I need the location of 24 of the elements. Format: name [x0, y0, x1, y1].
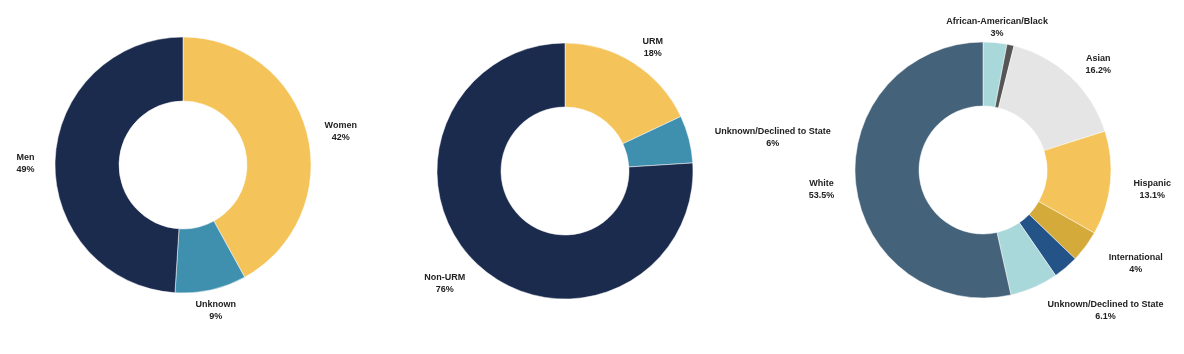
slice-label: White: [809, 178, 834, 189]
data-label: 6.1%: [1095, 311, 1116, 322]
data-label: 13.1%: [1139, 189, 1165, 200]
data-label: 76%: [435, 284, 454, 295]
data-label: 4%: [1129, 263, 1143, 274]
data-label: 49%: [16, 164, 35, 175]
slice-label: Unknown/Declined to State: [714, 125, 831, 136]
slice-label: African-American/Black: [946, 16, 1049, 26]
data-label: 3%: [990, 28, 1004, 38]
data-label: 9%: [209, 311, 223, 321]
slice-label: Men: [16, 152, 35, 163]
slice-label: Unknown/Declined to State: [1047, 299, 1164, 310]
slice-label: URM: [642, 36, 664, 47]
slice-label: Asian: [1085, 52, 1111, 63]
data-label: 42%: [331, 131, 350, 142]
data-label: 6%: [766, 137, 780, 148]
slice-label: Unknown: [195, 299, 236, 309]
data-label: 18%: [643, 48, 662, 59]
data-label: 16.2%: [1085, 64, 1111, 75]
slice-label: Non-URM: [424, 272, 466, 283]
slice-label: Hispanic: [1133, 177, 1171, 188]
slice-label: Women: [324, 119, 357, 130]
slice-label: International: [1108, 251, 1163, 262]
data-label: 53.5%: [808, 190, 835, 201]
